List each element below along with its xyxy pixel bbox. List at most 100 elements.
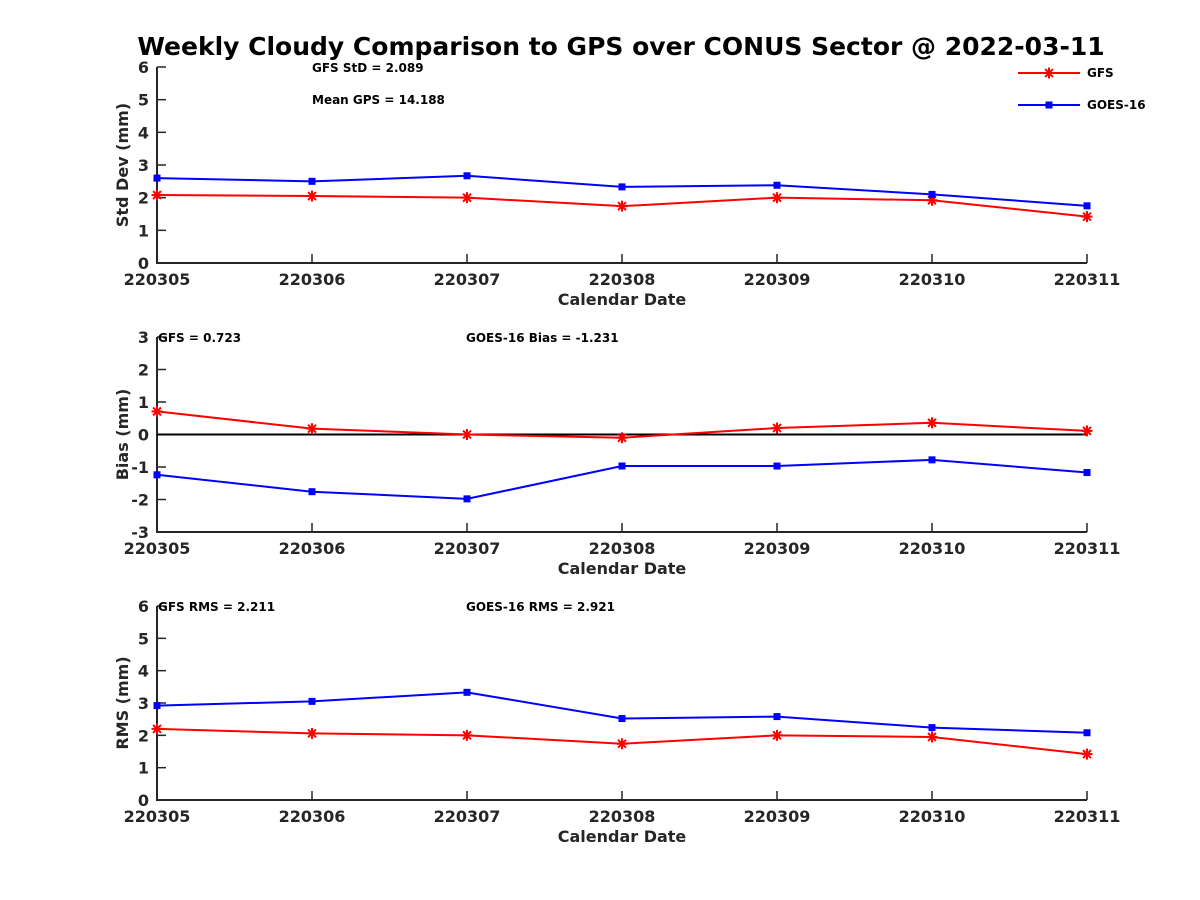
legend: GFS GOES-16 [1018,66,1146,112]
legend-label: GOES-16 [1087,98,1146,112]
data-point-gfs [926,417,938,429]
data-point-gfs [306,727,318,739]
y-tick-label: -1 [131,458,149,477]
data-point-goes-16 [773,462,781,470]
y-tick-label: 0 [138,791,149,810]
legend-label: GFS [1087,66,1114,80]
y-tick-label: -3 [131,523,149,542]
x-tick-label: 220309 [744,807,811,826]
y-tick-label: 3 [138,156,149,175]
data-point-gfs [616,432,628,444]
x-tick-label: 220306 [279,270,346,289]
data-point-goes-16 [308,488,316,496]
panel-std: 0 1 2 3 4 5 6 220305 220306 220307 220308 220309 220… [113,58,1120,309]
x-tick-label: 220305 [124,270,191,289]
data-point-gfs [151,405,163,417]
x-axis-label: Calendar Date [558,827,687,846]
y-tick-label: 0 [138,426,149,445]
data-point-gfs [1081,425,1093,437]
x-tick-label: 220308 [589,539,656,558]
data-point-goes-16 [1083,729,1091,737]
panel-rms: 0 1 2 3 4 5 6 220305 220306 220307 220308 220309 220… [113,597,1120,846]
data-point-gfs [306,423,318,435]
y-tick-label: 2 [138,189,149,208]
data-point-goes-16 [1083,469,1091,477]
x-tick-label: 220306 [279,807,346,826]
annotation: GFS = 0.723 [158,331,241,345]
y-tick-label: 5 [138,91,149,110]
legend-entry-goes-16: GOES-16 [1018,98,1146,112]
x-tick-label: 220306 [279,539,346,558]
data-point-gfs [771,192,783,204]
y-tick-label: 6 [138,58,149,77]
series-line-goes-16 [156,691,1088,734]
data-point-gfs [151,723,163,735]
y-axis-label: Std Dev (mm) [113,103,132,227]
y-tick-label: 1 [138,759,149,778]
x-tick-label: 220305 [124,807,191,826]
y-tick-label: 2 [138,361,149,380]
x-tick-label: 220308 [589,270,656,289]
annotation: GOES-16 Bias = -1.231 [466,331,619,345]
y-tick-label: -2 [131,491,149,510]
data-point-gfs [151,189,163,201]
y-tick-label: 3 [138,328,149,347]
chart-title: Weekly Cloudy Comparison to GPS over CON… [137,32,1104,61]
annotation: Mean GPS = 14.188 [312,93,445,107]
y-axis-label: Bias (mm) [113,389,132,481]
x-axis-label: Calendar Date [558,290,687,309]
annotation: GFS RMS = 2.211 [158,600,275,614]
y-tick-label: 5 [138,629,149,648]
x-tick-label: 220311 [1054,807,1121,826]
y-axis-label: RMS (mm) [113,656,132,749]
y-tick-label: 4 [138,662,149,681]
x-tick-label: 220307 [434,270,501,289]
annotation: GOES-16 RMS = 2.921 [466,600,615,614]
data-point-gfs [616,200,628,212]
data-point-goes-16 [928,724,936,732]
data-point-gfs [461,729,473,741]
data-point-goes-16 [308,697,316,705]
data-point-gfs [926,731,938,743]
data-point-gfs [1081,211,1093,223]
data-point-gfs [1081,748,1093,760]
x-tick-label: 220307 [434,539,501,558]
y-tick-label: 1 [138,221,149,240]
x-tick-label: 220307 [434,807,501,826]
panel-bias: -3 -2 -1 0 1 2 3 220305 220306 220307 220308 220309… [113,328,1120,578]
data-point-goes-16 [463,495,471,503]
data-point-goes-16 [928,190,936,198]
axis-lines [156,67,1087,264]
data-point-goes-16 [618,715,626,723]
legend-marker [1043,67,1055,79]
legend-entry-gfs: GFS [1018,66,1114,80]
y-tick-label: 6 [138,597,149,616]
x-tick-label: 220309 [744,270,811,289]
data-point-gfs [461,429,473,440]
x-tick-label: 220311 [1054,539,1121,558]
x-tick-label: 220310 [899,270,966,289]
data-point-goes-16 [773,713,781,721]
data-point-goes-16 [153,702,161,710]
x-tick-label: 220308 [589,807,656,826]
data-point-goes-16 [463,172,471,180]
data-point-gfs [616,738,628,750]
data-point-goes-16 [618,462,626,470]
annotation: GFS StD = 2.089 [312,61,424,75]
y-tick-label: 2 [138,726,149,745]
y-tick-label: 3 [138,694,149,713]
data-point-goes-16 [773,181,781,189]
y-tick-label: 4 [138,123,149,142]
x-tick-label: 220309 [744,539,811,558]
data-point-goes-16 [928,456,936,464]
data-point-gfs [771,422,783,434]
axis-lines [156,606,1087,801]
data-point-gfs [306,190,318,202]
data-point-goes-16 [463,688,471,696]
data-point-goes-16 [618,183,626,191]
data-point-goes-16 [308,177,316,185]
data-point-gfs [771,729,783,741]
x-tick-label: 220310 [899,539,966,558]
